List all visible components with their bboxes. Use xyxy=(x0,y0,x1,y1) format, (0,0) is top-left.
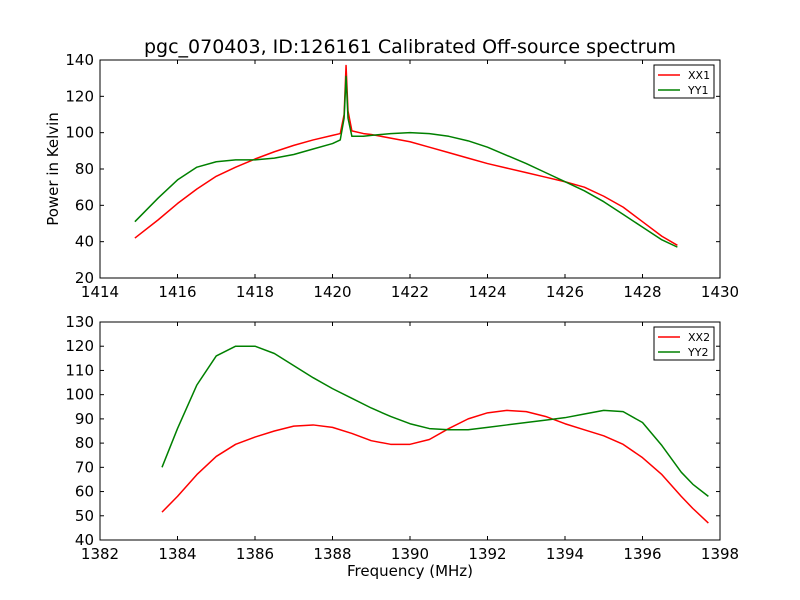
y-tick-label: 140 xyxy=(65,51,94,69)
series-line-xx1 xyxy=(134,64,678,246)
y-tick-label: 40 xyxy=(75,531,94,549)
y-tick-label: 60 xyxy=(75,196,94,214)
y-tick-label: 120 xyxy=(65,87,94,105)
chart-title: pgc_070403, ID:126161 Calibrated Off-sou… xyxy=(144,36,676,58)
x-axis-label: Frequency (MHz) xyxy=(347,562,473,580)
y-tick-label: 40 xyxy=(75,233,94,251)
x-tick-label: 1396 xyxy=(623,545,661,563)
x-tick-label: 1416 xyxy=(158,283,196,301)
x-tick-label: 1420 xyxy=(313,283,351,301)
y-tick-label: 100 xyxy=(65,386,94,404)
chart-panel-1: 1414 1416 1418 1420 1422 1424 1426 1428 1430 20 40… xyxy=(44,51,739,301)
x-tick-label: 1388 xyxy=(313,545,351,563)
y-tick-label: 70 xyxy=(75,458,94,476)
legend-label-yy2: YY2 xyxy=(687,346,708,359)
x-tick-label: 1382 xyxy=(81,545,119,563)
x-tick-label: 1398 xyxy=(701,545,739,563)
x-tick-label: 1426 xyxy=(546,283,584,301)
x-tick-label: 1394 xyxy=(546,545,584,563)
y-tick-label: 100 xyxy=(65,124,94,142)
x-tick-label: 1430 xyxy=(701,283,739,301)
y-tick-label: 130 xyxy=(65,313,94,331)
plot-frame xyxy=(99,321,721,541)
series-line-yy2 xyxy=(161,345,709,497)
legend-label-xx2: XX2 xyxy=(688,331,710,344)
x-tick-label: 1428 xyxy=(623,283,661,301)
legend-label-yy1: YY1 xyxy=(687,84,708,97)
x-tick-label: 1392 xyxy=(468,545,506,563)
x-tick-label: 1384 xyxy=(158,545,196,563)
legend-box xyxy=(653,64,715,99)
y-tick-label: 120 xyxy=(65,337,94,355)
y-tick-label: 90 xyxy=(75,410,94,428)
x-tick-label: 1414 xyxy=(81,283,119,301)
x-tick-label: 1390 xyxy=(391,545,429,563)
y-tick-label: 50 xyxy=(75,507,94,525)
y-tick-label: 80 xyxy=(75,434,94,452)
y-tick-label: 20 xyxy=(75,269,94,287)
x-tick-label: 1424 xyxy=(468,283,506,301)
y-axis-label: Power in Kelvin xyxy=(44,112,62,226)
y-tick-label: 110 xyxy=(65,361,94,379)
y-tick-label: 80 xyxy=(75,160,94,178)
legend-box xyxy=(653,326,715,361)
chart-panel-2: 1382 1384 1386 1388 1390 1392 1394 1396 1398 40 50… xyxy=(65,313,739,580)
series-line-xx2 xyxy=(161,409,709,524)
x-tick-label: 1386 xyxy=(236,545,274,563)
y-tick-label: 60 xyxy=(75,483,94,501)
x-tick-label: 1422 xyxy=(391,283,429,301)
x-tick-label: 1418 xyxy=(236,283,274,301)
series-line-yy1 xyxy=(134,75,678,248)
legend-label-xx1: XX1 xyxy=(688,69,710,82)
